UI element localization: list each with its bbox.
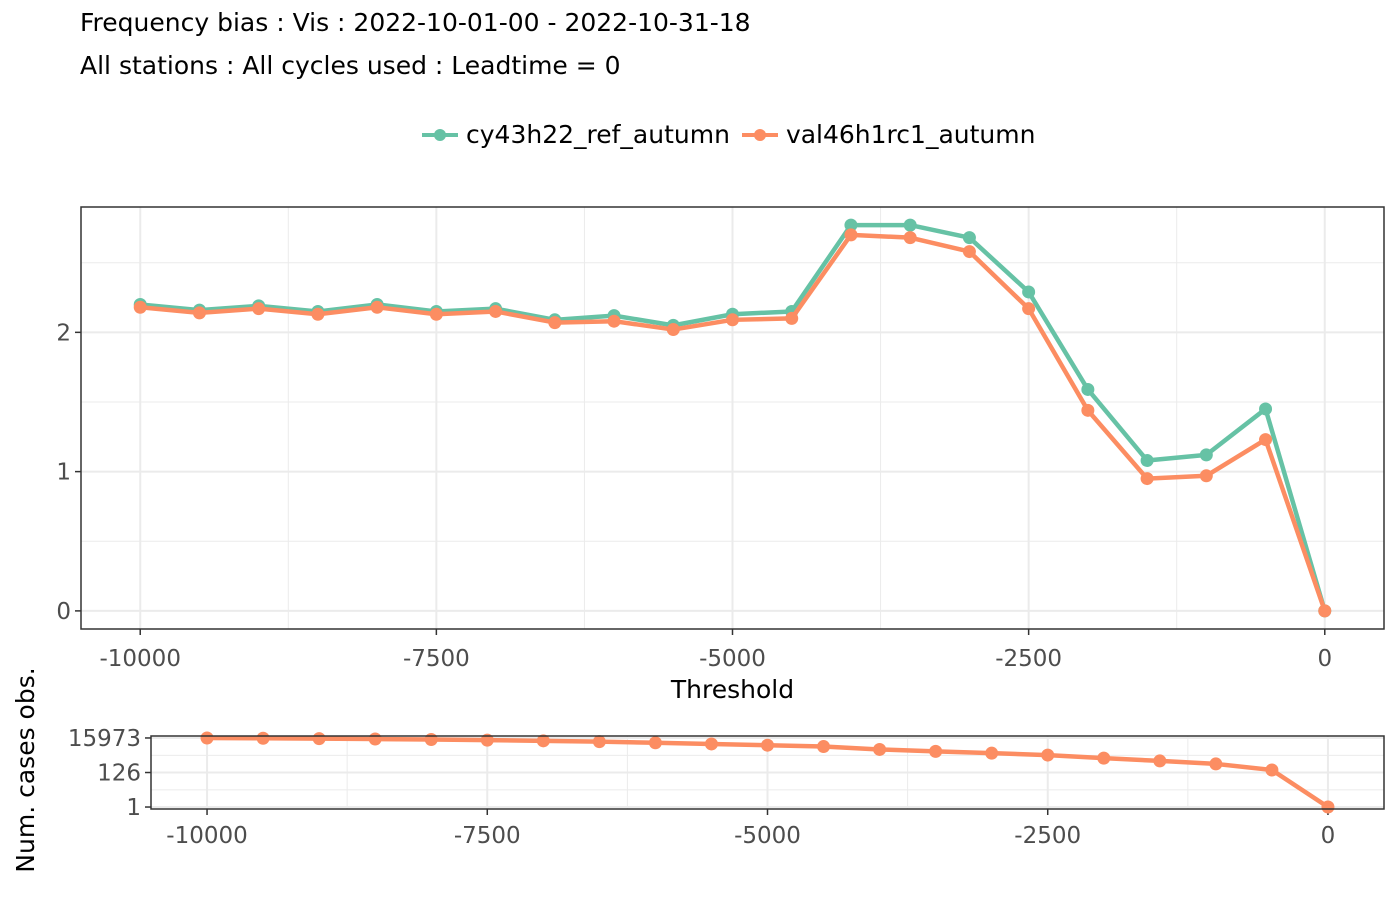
data-point <box>480 733 494 747</box>
data-point <box>368 732 382 746</box>
legend-label-cy43h22: cy43h22_ref_autumn <box>466 120 730 149</box>
x-tick-label: -5000 <box>734 823 801 849</box>
data-point <box>1321 800 1335 814</box>
data-point <box>929 744 943 758</box>
legend-item-val46h1rc1: val46h1rc1_autumn <box>740 120 1046 149</box>
x-tick-label: -5000 <box>699 646 766 672</box>
data-point <box>785 311 799 325</box>
data-point <box>648 736 662 750</box>
legend-key-val46h1rc1 <box>741 128 778 141</box>
data-point <box>592 735 606 749</box>
data-point <box>1097 751 1111 765</box>
x-tick-label: -2500 <box>995 646 1062 672</box>
data-point <box>311 307 325 321</box>
x-tick-label: -7500 <box>454 823 521 849</box>
y-tick-label: 1 <box>56 460 71 486</box>
data-point <box>192 306 206 320</box>
data-point <box>726 313 739 327</box>
data-point <box>489 304 503 318</box>
data-point <box>873 742 887 756</box>
data-point <box>256 731 270 745</box>
data-point <box>1140 472 1154 486</box>
y-tick-label: 15973 <box>68 726 141 752</box>
panel-border <box>80 206 1385 630</box>
data-point <box>1199 448 1213 462</box>
data-point <box>548 316 562 330</box>
y-axis-title: Num. cases obs. <box>11 667 40 872</box>
data-point <box>536 734 550 748</box>
legend-key-cy43h22 <box>422 128 458 141</box>
legend: cy43h22_ref_autumn val46h1rc1_autumn <box>420 120 1045 149</box>
legend-item-cy43h22: cy43h22_ref_autumn <box>420 120 740 149</box>
x-tick-label: 0 <box>1321 823 1336 849</box>
data-point <box>844 218 858 232</box>
data-point <box>666 323 680 337</box>
data-point <box>1259 402 1273 416</box>
data-point <box>424 732 438 746</box>
y-tick-label: 1 <box>126 795 141 821</box>
x-tick-label: -7500 <box>403 646 470 672</box>
data-point <box>1199 469 1213 483</box>
data-point <box>844 228 858 242</box>
x-tick-label: -10000 <box>99 646 180 672</box>
data-point <box>903 231 917 245</box>
x-tick-label: 0 <box>1317 646 1332 672</box>
data-point <box>370 300 384 314</box>
data-point <box>962 245 976 259</box>
x-axis-title: Threshold <box>670 675 794 704</box>
legend-label-val46h1rc1: val46h1rc1_autumn <box>785 120 1036 149</box>
data-point <box>962 231 976 245</box>
y-tick-label: 126 <box>97 761 141 787</box>
data-point <box>1265 763 1279 777</box>
chart-subtitle: All stations : All cycles used : Leadtim… <box>80 51 621 80</box>
data-point <box>1081 403 1095 417</box>
data-point <box>1153 754 1167 768</box>
data-point <box>903 218 917 232</box>
data-point <box>1209 757 1223 771</box>
x-tick-label: -2500 <box>1014 823 1081 849</box>
data-point <box>704 737 718 751</box>
y-tick-label: 2 <box>56 320 71 346</box>
data-point <box>1318 604 1332 618</box>
data-point <box>1081 382 1095 396</box>
data-point <box>1022 302 1036 316</box>
data-point <box>1259 433 1273 447</box>
data-point <box>429 307 443 321</box>
data-point <box>1022 285 1036 299</box>
data-point <box>985 746 999 760</box>
x-tick-label: -10000 <box>166 823 247 849</box>
data-point <box>312 732 326 746</box>
data-point <box>133 300 147 314</box>
data-point <box>761 738 774 752</box>
data-point <box>200 731 214 745</box>
data-point <box>1041 748 1055 762</box>
y-tick-label: 0 <box>56 599 71 625</box>
data-point <box>817 740 831 754</box>
data-point <box>252 302 266 316</box>
panel-border <box>150 735 1385 810</box>
chart-title: Frequency bias : Vis : 2022-10-01-00 - 2… <box>80 8 751 37</box>
data-point <box>1140 453 1154 467</box>
data-point <box>607 314 621 328</box>
